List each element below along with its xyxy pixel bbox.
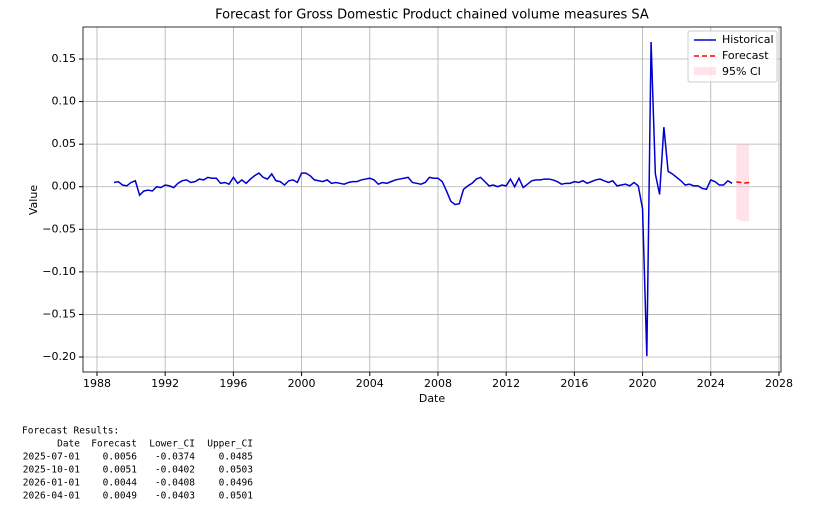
y-tick-label: 0.15 <box>52 52 77 65</box>
table-title: Forecast Results: <box>22 426 119 437</box>
plot-frame <box>82 26 782 373</box>
table-cell: 0.0485 <box>219 452 253 463</box>
y-tick-label: −0.20 <box>42 350 76 363</box>
table-cell: 0.0044 <box>103 478 138 489</box>
chart-title: Forecast for Gross Domestic Product chai… <box>215 8 649 23</box>
table-cell: 0.0501 <box>219 491 254 502</box>
x-tick-label: 2000 <box>288 377 316 390</box>
table-cell: -0.0374 <box>155 452 195 463</box>
table-cell: -0.0403 <box>155 491 195 502</box>
x-tick-label: 1996 <box>219 377 247 390</box>
x-tick-label: 2008 <box>424 377 452 390</box>
table-cell: 0.0049 <box>103 491 138 502</box>
y-tick-label: −0.05 <box>42 222 76 235</box>
y-tick-label: 0.10 <box>52 95 77 108</box>
table-cell: 2026-01-01 <box>23 478 80 489</box>
x-tick-label: 2020 <box>629 377 657 390</box>
table-header: Upper_CI <box>207 439 253 450</box>
series-line <box>113 41 733 357</box>
legend-label: Historical <box>722 33 774 46</box>
series-line <box>736 181 750 184</box>
y-axis-label: Value <box>27 185 40 215</box>
x-tick-label: 2016 <box>560 377 588 390</box>
table-cell: 0.0503 <box>219 465 253 476</box>
y-tick-label: −0.10 <box>42 265 76 278</box>
table-cell: -0.0402 <box>155 465 195 476</box>
table-cell: 2025-10-01 <box>23 465 80 476</box>
y-tick-label: −0.15 <box>42 307 76 320</box>
y-tick-label: 0.00 <box>52 180 77 193</box>
x-tick-label: 2028 <box>765 377 793 390</box>
table-header: Lower_CI <box>149 439 195 450</box>
table-cell: 0.0056 <box>103 452 138 463</box>
legend-label: Forecast <box>722 49 769 62</box>
table-cell: 0.0051 <box>103 465 138 476</box>
ci-band <box>736 143 750 222</box>
x-tick-label: 2004 <box>356 377 384 390</box>
table-cell: 0.0496 <box>219 478 254 489</box>
x-axis-label: Date <box>419 392 446 405</box>
legend-label: 95% CI <box>722 65 761 78</box>
legend-swatch <box>694 67 716 75</box>
x-tick-label: 1992 <box>151 377 179 390</box>
y-tick-label: 0.05 <box>52 137 77 150</box>
x-tick-label: 2024 <box>697 377 725 390</box>
x-tick-label: 2012 <box>492 377 520 390</box>
table-header: Date <box>57 439 80 450</box>
table-cell: 2025-07-01 <box>23 452 80 463</box>
legend-box <box>687 30 778 83</box>
table-cell: -0.0408 <box>155 478 195 489</box>
x-tick-label: 1988 <box>83 377 111 390</box>
table-header: Forecast <box>91 439 137 450</box>
table-cell: 2026-04-01 <box>23 491 80 502</box>
